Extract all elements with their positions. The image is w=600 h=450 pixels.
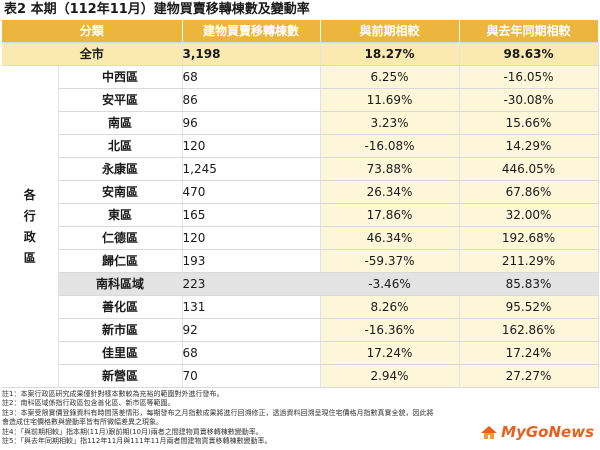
row-yoy: 14.29%: [459, 134, 599, 158]
row-yoy: 32.00%: [459, 203, 599, 227]
row-prev: -16.08%: [320, 134, 460, 158]
footnote-line: 註5：「與去年同期相較」指112年11月與111年11月兩者間建物買賣移轉棟數變…: [2, 437, 272, 446]
row-prev: 18.27%: [320, 42, 460, 66]
row-yoy: 15.66%: [459, 111, 599, 135]
row-count: 68: [182, 341, 321, 365]
row-name: 南區: [58, 111, 183, 135]
row-prev: 17.24%: [320, 341, 460, 365]
mygonews-logo: MyGoNews: [479, 422, 594, 442]
footnotes: 註1：本案行政區研究成果僅針對樣本數較為充裕的範圍對外進行發布。 註2：南科區域…: [2, 390, 598, 446]
row-count: 3,198: [182, 42, 321, 66]
row-prev: -59.37%: [320, 249, 460, 273]
row-yoy: 211.29%: [459, 249, 599, 273]
table-row: 北區 120 -16.08% 14.29%: [2, 134, 599, 158]
row-name: 新營區: [58, 364, 183, 388]
table-row-total: 全市 3,198 18.27% 98.63%: [2, 42, 599, 66]
header-category: 分類: [2, 20, 183, 43]
row-count: 1,245: [182, 157, 321, 181]
row-yoy: 85.83%: [459, 272, 599, 296]
data-table: 分類 建物買賣移轉棟數 與前期相較 與去年同期相較 全市 3,198 18.27…: [2, 20, 599, 388]
footnote-line: 註3：本案受限實價登錄資料有時間落差情形，每期發布之月指數成果將進行回溯修正，透…: [2, 408, 434, 417]
row-yoy: 192.68%: [459, 226, 599, 250]
footnote-line: 會造成住宅價格數與變動率皆有所微幅差異之現象。: [2, 418, 163, 427]
row-count: 165: [182, 203, 321, 227]
row-count: 193: [182, 249, 321, 273]
row-count: 120: [182, 226, 321, 250]
row-name: 北區: [58, 134, 183, 158]
row-name: 佳里區: [58, 341, 183, 365]
table-row: 各 行 政 區 中西區 68 6.25% -16.05%: [2, 65, 599, 388]
row-prev: 17.86%: [320, 203, 460, 227]
table-row: 仁德區 120 46.34% 192.68%: [2, 226, 599, 250]
table-row: 新市區 92 -16.36% 162.86%: [2, 318, 599, 342]
row-count: 120: [182, 134, 321, 158]
row-name: 中西區: [58, 65, 183, 89]
table-row: 安平區 86 11.69% -30.08%: [2, 88, 599, 112]
row-prev: -3.46%: [320, 272, 460, 296]
row-yoy: -30.08%: [459, 88, 599, 112]
group-char: 區: [23, 250, 36, 265]
table-header-row: 分類 建物買賣移轉棟數 與前期相較 與去年同期相較: [2, 20, 599, 43]
row-yoy: 95.52%: [459, 295, 599, 319]
table-row: 善化區 131 8.26% 95.52%: [2, 295, 599, 319]
row-count: 96: [182, 111, 321, 135]
row-name: 仁德區: [58, 226, 183, 250]
row-count: 470: [182, 180, 321, 204]
row-yoy: 17.24%: [459, 341, 599, 365]
house-icon: [481, 426, 498, 439]
row-name: 安平區: [58, 88, 183, 112]
group-char: 政: [23, 229, 36, 244]
row-yoy: 446.05%: [459, 157, 599, 181]
row-yoy: 67.86%: [459, 180, 599, 204]
row-name: 全市: [2, 42, 183, 66]
header-count: 建物買賣移轉棟數: [182, 20, 321, 43]
row-count: 131: [182, 295, 321, 319]
table-row: 南區 96 3.23% 15.66%: [2, 111, 599, 135]
row-yoy: 98.63%: [459, 42, 599, 66]
group-char: 行: [23, 208, 36, 223]
row-prev: 11.69%: [320, 88, 460, 112]
table-row: 永康區 1,245 73.88% 446.05%: [2, 157, 599, 181]
table-row: 新營區 70 2.94% 27.27%: [2, 364, 599, 388]
row-yoy: 27.27%: [459, 364, 599, 388]
row-name: 歸仁區: [58, 249, 183, 273]
row-prev: 46.34%: [320, 226, 460, 250]
row-count: 223: [182, 272, 321, 296]
row-name: 新市區: [58, 318, 183, 342]
header-yoy: 與去年同期相較: [459, 20, 599, 43]
group-char: 各: [23, 187, 36, 202]
logo-text: MyGoNews: [501, 423, 594, 441]
footnote-line: 註4：「與前期相較」指本期(11月)跟前期(10月)兩者之間建物買賣移轉棟數變動…: [2, 427, 263, 436]
row-prev: 6.25%: [320, 65, 460, 89]
row-prev: 8.26%: [320, 295, 460, 319]
row-yoy: 162.86%: [459, 318, 599, 342]
table-row-science-park: 南科區域 223 -3.46% 85.83%: [2, 272, 599, 296]
table-row: 歸仁區 193 -59.37% 211.29%: [2, 249, 599, 273]
row-prev: 73.88%: [320, 157, 460, 181]
row-name: 南科區域: [58, 272, 183, 296]
table-row: 安南區 470 26.34% 67.86%: [2, 180, 599, 204]
footnote-line: 註2：南科區域係指行政區包含善化區、新市區等範圍。: [2, 399, 175, 408]
row-name: 安南區: [58, 180, 183, 204]
row-prev: 2.94%: [320, 364, 460, 388]
footnote-line: 註1：本案行政區研究成果僅針對樣本數較為充裕的範圍對外進行發布。: [2, 390, 224, 398]
row-count: 92: [182, 318, 321, 342]
row-prev: -16.36%: [320, 318, 460, 342]
row-prev: 26.34%: [320, 180, 460, 204]
row-count: 68: [182, 65, 321, 89]
district-group-label: 各 行 政 區: [2, 65, 59, 388]
row-yoy: -16.05%: [459, 65, 599, 89]
table-row: 東區 165 17.86% 32.00%: [2, 203, 599, 227]
table-row: 佳里區 68 17.24% 17.24%: [2, 341, 599, 365]
table-title: 表2 本期（112年11月）建物買賣移轉棟數及變動率: [4, 2, 310, 17]
row-name: 永康區: [58, 157, 183, 181]
row-name: 善化區: [58, 295, 183, 319]
row-count: 86: [182, 88, 321, 112]
header-prev: 與前期相較: [320, 20, 460, 43]
row-prev: 3.23%: [320, 111, 460, 135]
row-count: 70: [182, 364, 321, 388]
row-name: 東區: [58, 203, 183, 227]
